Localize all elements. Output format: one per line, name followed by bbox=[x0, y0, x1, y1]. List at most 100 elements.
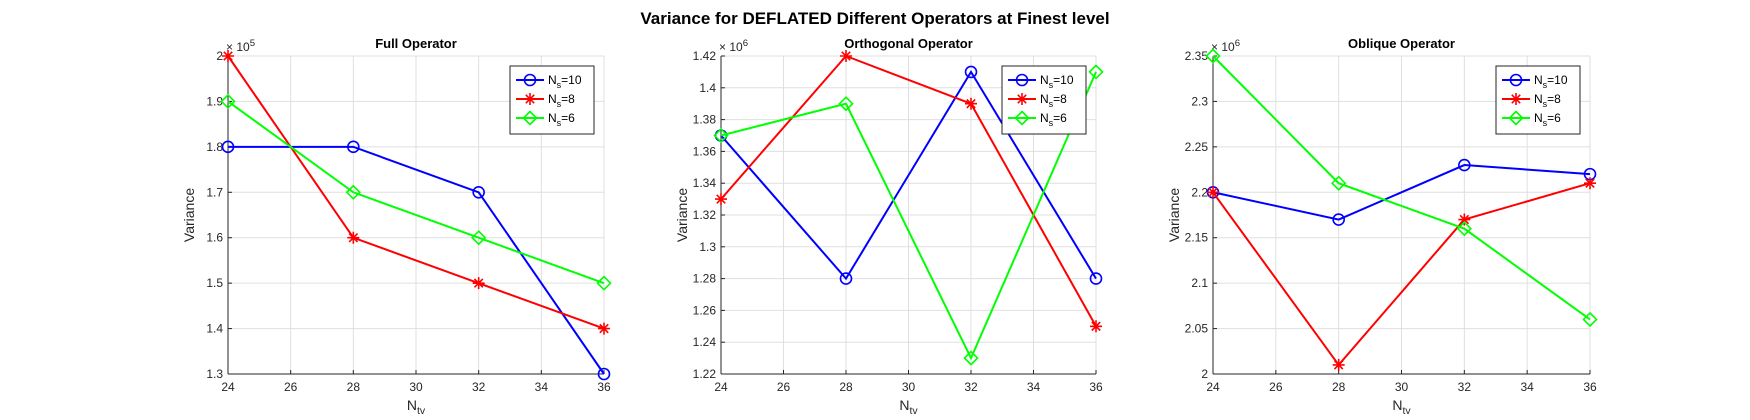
data-point bbox=[715, 193, 727, 206]
y-tick-label: 2.15 bbox=[1185, 231, 1209, 245]
legend-label: Ns=8 bbox=[1040, 92, 1067, 109]
data-point bbox=[222, 50, 234, 62]
data-point bbox=[471, 230, 487, 246]
y-tick-label: 2.3 bbox=[1191, 94, 1208, 108]
x-axis-label: Ntv bbox=[1392, 397, 1411, 417]
legend-label: Ns=8 bbox=[1534, 92, 1561, 109]
x-tick-label: 32 bbox=[1458, 380, 1472, 394]
x-tick-label: 36 bbox=[1583, 380, 1597, 394]
figure-title: Variance for DEFLATED Different Operator… bbox=[640, 9, 1109, 28]
x-tick-label: 28 bbox=[347, 380, 361, 394]
y-tick-label: 1.7 bbox=[206, 185, 223, 199]
series-line bbox=[1212, 182, 1591, 367]
y-exponent-label: × 106 bbox=[1211, 38, 1240, 54]
data-point bbox=[1582, 311, 1598, 328]
y-tick-label: 1.8 bbox=[206, 140, 223, 154]
y-exponent-label: × 106 bbox=[719, 38, 748, 54]
data-point bbox=[1332, 358, 1345, 371]
y-tick-label: 2.1 bbox=[1191, 276, 1208, 290]
series-line bbox=[1212, 55, 1591, 321]
x-tick-label: 34 bbox=[1027, 380, 1041, 394]
legend-marker bbox=[1015, 73, 1029, 87]
data-point bbox=[598, 322, 610, 335]
data-point bbox=[1089, 272, 1103, 285]
data-point bbox=[221, 140, 235, 154]
data-point bbox=[963, 350, 979, 366]
data-point bbox=[839, 272, 853, 285]
y-tick-label: 1.38 bbox=[693, 113, 717, 127]
x-axis-label: Ntv bbox=[407, 397, 426, 417]
y-tick-label: 1.42 bbox=[693, 49, 717, 63]
y-tick-label: 2 bbox=[1201, 367, 1208, 381]
legend-marker bbox=[524, 93, 536, 105]
y-tick-label: 1.26 bbox=[693, 303, 717, 317]
panel-title: Oblique Operator bbox=[1348, 36, 1455, 51]
legend-marker bbox=[1509, 73, 1523, 87]
x-tick-label: 30 bbox=[409, 380, 423, 394]
data-point bbox=[964, 65, 978, 79]
x-tick-label: 24 bbox=[1206, 380, 1220, 394]
y-tick-label: 1.9 bbox=[206, 94, 223, 108]
x-tick-label: 26 bbox=[1269, 380, 1283, 394]
x-tick-label: 24 bbox=[714, 380, 728, 394]
data-point bbox=[965, 97, 977, 110]
x-tick-label: 26 bbox=[284, 380, 298, 394]
series-line bbox=[720, 71, 1097, 361]
x-tick-label: 34 bbox=[535, 380, 549, 394]
y-tick-label: 1.32 bbox=[693, 208, 717, 222]
data-point bbox=[347, 231, 360, 244]
y-tick-label: 1.28 bbox=[693, 272, 717, 286]
data-point bbox=[472, 185, 485, 199]
legend-marker bbox=[1508, 110, 1524, 126]
y-tick-label: 1.36 bbox=[693, 144, 717, 158]
data-point bbox=[347, 140, 360, 154]
data-point bbox=[838, 96, 854, 112]
y-axis-label: Variance bbox=[181, 188, 197, 242]
x-tick-label: 32 bbox=[964, 380, 978, 394]
data-point bbox=[713, 127, 729, 144]
legend: Ns=10 Ns=8 Ns=6 bbox=[509, 65, 595, 135]
x-tick-label: 28 bbox=[839, 380, 853, 394]
data-point bbox=[220, 93, 236, 110]
x-tick-label: 30 bbox=[902, 380, 916, 394]
y-exponent-label: × 105 bbox=[226, 38, 255, 54]
y-tick-label: 1.4 bbox=[206, 322, 223, 336]
y-tick-label: 1.5 bbox=[206, 276, 223, 290]
y-tick-label: 1.24 bbox=[693, 335, 717, 349]
chart-panels: 24 26 28 30 32 34 36 1.3 1.4 1.5 1.6 1.7 1.8 1.9 2 × 10… bbox=[181, 36, 1598, 417]
panel-title: Orthogonal Operator bbox=[844, 36, 973, 51]
data-point bbox=[1332, 213, 1345, 226]
data-point bbox=[1331, 175, 1347, 191]
x-tick-label: 36 bbox=[1089, 380, 1103, 394]
data-point bbox=[1205, 48, 1221, 64]
data-point bbox=[1090, 320, 1102, 333]
data-point bbox=[1088, 64, 1104, 80]
series-line bbox=[1212, 164, 1591, 221]
legend-marker bbox=[1016, 93, 1028, 105]
series-diamond bbox=[1205, 48, 1598, 328]
legend-marker bbox=[1014, 110, 1030, 126]
y-axis-label: Variance bbox=[1166, 188, 1182, 242]
data-point bbox=[1456, 220, 1472, 237]
y-tick-label: 1.6 bbox=[206, 231, 223, 245]
series-diamond bbox=[220, 93, 612, 291]
legend-label: Ns=10 bbox=[1534, 73, 1568, 90]
series-diamond bbox=[713, 64, 1104, 366]
panel-title: Full Operator bbox=[375, 36, 457, 51]
legend-marker bbox=[522, 110, 538, 126]
x-tick-label: 28 bbox=[1332, 380, 1346, 394]
x-tick-label: 24 bbox=[221, 380, 235, 394]
y-axis-label: Variance bbox=[674, 188, 690, 242]
legend-label: Ns=10 bbox=[548, 73, 582, 90]
data-point bbox=[1207, 186, 1219, 199]
legend: Ns=10 Ns=8 Ns=6 bbox=[1495, 65, 1581, 135]
y-tick-label: 1.3 bbox=[206, 367, 223, 381]
y-tick-label: 1.4 bbox=[699, 81, 716, 95]
data-point bbox=[1584, 177, 1596, 190]
y-tick-label: 2.25 bbox=[1185, 140, 1209, 154]
data-point bbox=[1458, 213, 1471, 226]
series-line bbox=[720, 69, 1097, 281]
legend-label: Ns=8 bbox=[548, 92, 575, 109]
series-line bbox=[227, 100, 605, 285]
x-tick-label: 26 bbox=[777, 380, 791, 394]
